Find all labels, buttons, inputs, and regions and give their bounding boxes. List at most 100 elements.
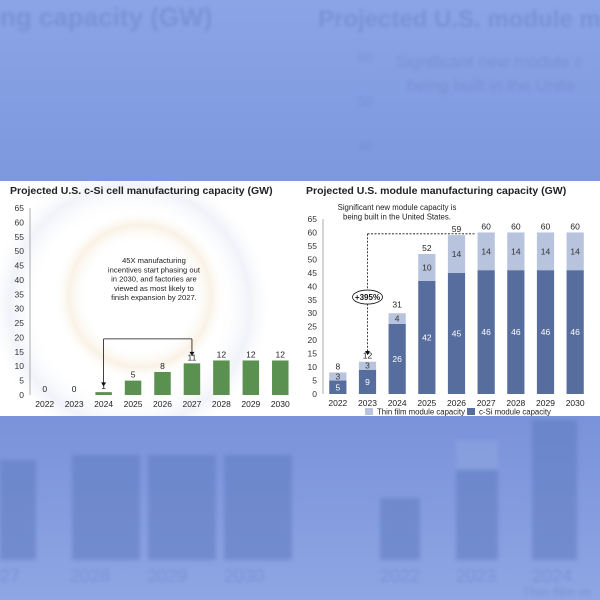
left-bar-2029	[242, 360, 260, 395]
left-y-tick-label-2: 10	[15, 361, 25, 371]
right-bar-csi-2022	[329, 380, 347, 394]
right-y-tick-label-13: 65	[308, 214, 318, 224]
left-bar-2025	[124, 380, 142, 395]
left-bar-value-label-2029: 12	[246, 349, 256, 359]
right-bar-thinfilm-value-2029: 14	[541, 246, 551, 256]
right-bar-csi-2030	[566, 270, 584, 394]
right-x-tick-label-2028: 2028	[506, 398, 525, 408]
right-bar-thinfilm-value-2024: 4	[395, 314, 400, 324]
right-bar-thinfilm-2028	[507, 232, 525, 271]
left-y-tick-label-3: 15	[15, 347, 25, 357]
right-bar-total-label-2023: 12	[363, 351, 373, 361]
left-y-tick-label-0: 0	[19, 390, 24, 400]
right-bar-thinfilm-value-2028: 14	[511, 246, 521, 256]
left-x-tick-label-2030: 2030	[271, 399, 290, 409]
left-x-tick-label-2028: 2028	[212, 399, 231, 409]
right-bar-thinfilm-value-2026: 14	[452, 249, 462, 259]
left-y-tick-label-12: 60	[15, 217, 25, 227]
right-bar-thinfilm-2023	[358, 361, 377, 370]
right-x-tick-label-2030: 2030	[566, 398, 585, 408]
right-bar-thinfilm-value-2023: 3	[365, 361, 370, 371]
right-bar-csi-2026	[447, 272, 466, 394]
left-y-tick-label-7: 35	[15, 289, 25, 299]
ghost-bar-left-4	[224, 455, 292, 560]
right-y-tick-label-12: 60	[308, 227, 318, 237]
left-bar-value-label-2023: 0	[72, 384, 77, 394]
right-bar-csi-value-2022: 5	[335, 382, 340, 392]
right-bar-csi-2025	[418, 280, 436, 394]
left-y-tick-label-5: 25	[15, 318, 25, 328]
left-x-tick-label-2022: 2022	[35, 399, 54, 409]
right-bar-total-label-2027: 60	[481, 221, 491, 231]
right-y-tick-label-0: 0	[312, 389, 317, 399]
ghost-left-tick-1: 2027	[0, 566, 21, 586]
left-annotation-line-1: 45X manufacturing	[122, 256, 186, 265]
ghost-axis-40: 40	[358, 138, 373, 153]
right-bar-total-label-2024: 31	[392, 300, 402, 310]
left-y-tick-label-13: 65	[15, 203, 25, 213]
left-bar-2026	[154, 371, 171, 395]
left-bar-value-label-2025: 5	[131, 370, 136, 380]
ghost-axis-50: 50	[358, 94, 373, 109]
right-y-tick-label-1: 5	[312, 376, 317, 386]
legend-swatch-csi	[467, 408, 475, 415]
left-annotation-line-4: viewed as most likely to	[114, 284, 194, 293]
ghost-right-title: Projected U.S. module m	[318, 6, 600, 33]
charts-figure: Projected U.S. c-Si cell manufacturing c…	[0, 156, 585, 456]
left-bar-2027	[183, 363, 201, 395]
right-bar-total-label-2029: 60	[541, 221, 551, 231]
right-chart-title: Projected U.S. module manufacturing capa…	[306, 185, 566, 197]
ghost-bar-left-3	[148, 455, 216, 560]
left-x-tick-label-2027: 2027	[182, 399, 201, 409]
ghost-bar-right-1	[380, 498, 420, 560]
left-annotation-line-2: incentives start phasing out	[108, 265, 201, 274]
left-annotation-line-5: finish expansion by 2027.	[111, 293, 197, 302]
right-bar-thinfilm-2027	[477, 232, 495, 271]
left-bar-2028	[213, 360, 230, 395]
ghost-right-note-2: being built in the Unite	[407, 76, 576, 95]
left-bar-value-label-2026: 8	[160, 361, 165, 371]
right-bar-csi-2029	[536, 270, 555, 394]
right-bar-total-label-2026: 59	[452, 224, 462, 234]
right-bar-thinfilm-2022	[329, 372, 347, 381]
right-y-tick-label-10: 50	[308, 254, 318, 264]
left-y-tick-label-6: 30	[15, 304, 25, 314]
left-annotation-line-3: in 2030, and factories are	[111, 275, 197, 284]
ghost-bar-left-1	[0, 460, 36, 560]
left-bar-value-label-2028: 12	[217, 349, 227, 359]
right-growth-label: +395%	[355, 293, 380, 302]
ghost-right-tick-1: 2022	[380, 566, 421, 586]
ghost-bar-right-2a	[456, 440, 498, 470]
chart-panel: Projected U.S. c-Si cell manufacturing c…	[0, 156, 600, 456]
right-y-tick-label-6: 30	[308, 308, 318, 318]
right-x-tick-label-2029: 2029	[536, 398, 555, 408]
right-bar-csi-value-2026: 45	[452, 328, 462, 338]
left-bar-value-label-2030: 12	[276, 349, 286, 359]
left-x-tick-label-2029: 2029	[241, 399, 260, 409]
left-bar-2030	[272, 360, 289, 395]
right-bar-thinfilm-value-2030: 14	[570, 246, 580, 256]
right-bar-csi-2027	[477, 270, 495, 394]
legend-label-csi: c-Si module capacity	[479, 408, 551, 417]
ghost-bar-right-2b	[456, 470, 498, 560]
right-bar-total-label-2025: 52	[422, 243, 432, 253]
right-x-tick-label-2027: 2027	[477, 398, 496, 408]
right-bar-csi-2024	[388, 324, 406, 394]
right-y-tick-label-7: 35	[308, 295, 318, 305]
right-bar-total-label-2028: 60	[511, 221, 521, 231]
left-x-tick-label-2023: 2023	[65, 399, 84, 409]
right-growth-badge	[352, 289, 383, 305]
right-bar-csi-value-2023: 9	[365, 377, 370, 387]
ghost-bottom-note: Thin film m	[522, 584, 591, 600]
right-y-tick-label-8: 40	[308, 281, 318, 291]
right-bar-csi-2028	[507, 270, 525, 394]
right-bar-thinfilm-2025	[418, 254, 436, 281]
right-bar-thinfilm-value-2027: 14	[481, 246, 491, 256]
right-bar-csi-value-2025: 42	[422, 332, 432, 342]
left-chart-title: Projected U.S. c-Si cell manufacturing c…	[10, 185, 273, 197]
right-y-tick-label-5: 25	[308, 322, 318, 332]
right-x-tick-label-2024: 2024	[388, 398, 407, 408]
left-y-tick-label-1: 5	[19, 376, 24, 386]
left-bar-value-label-2027: 11	[188, 352, 197, 362]
right-growth-arrowhead-bottom	[365, 350, 370, 355]
